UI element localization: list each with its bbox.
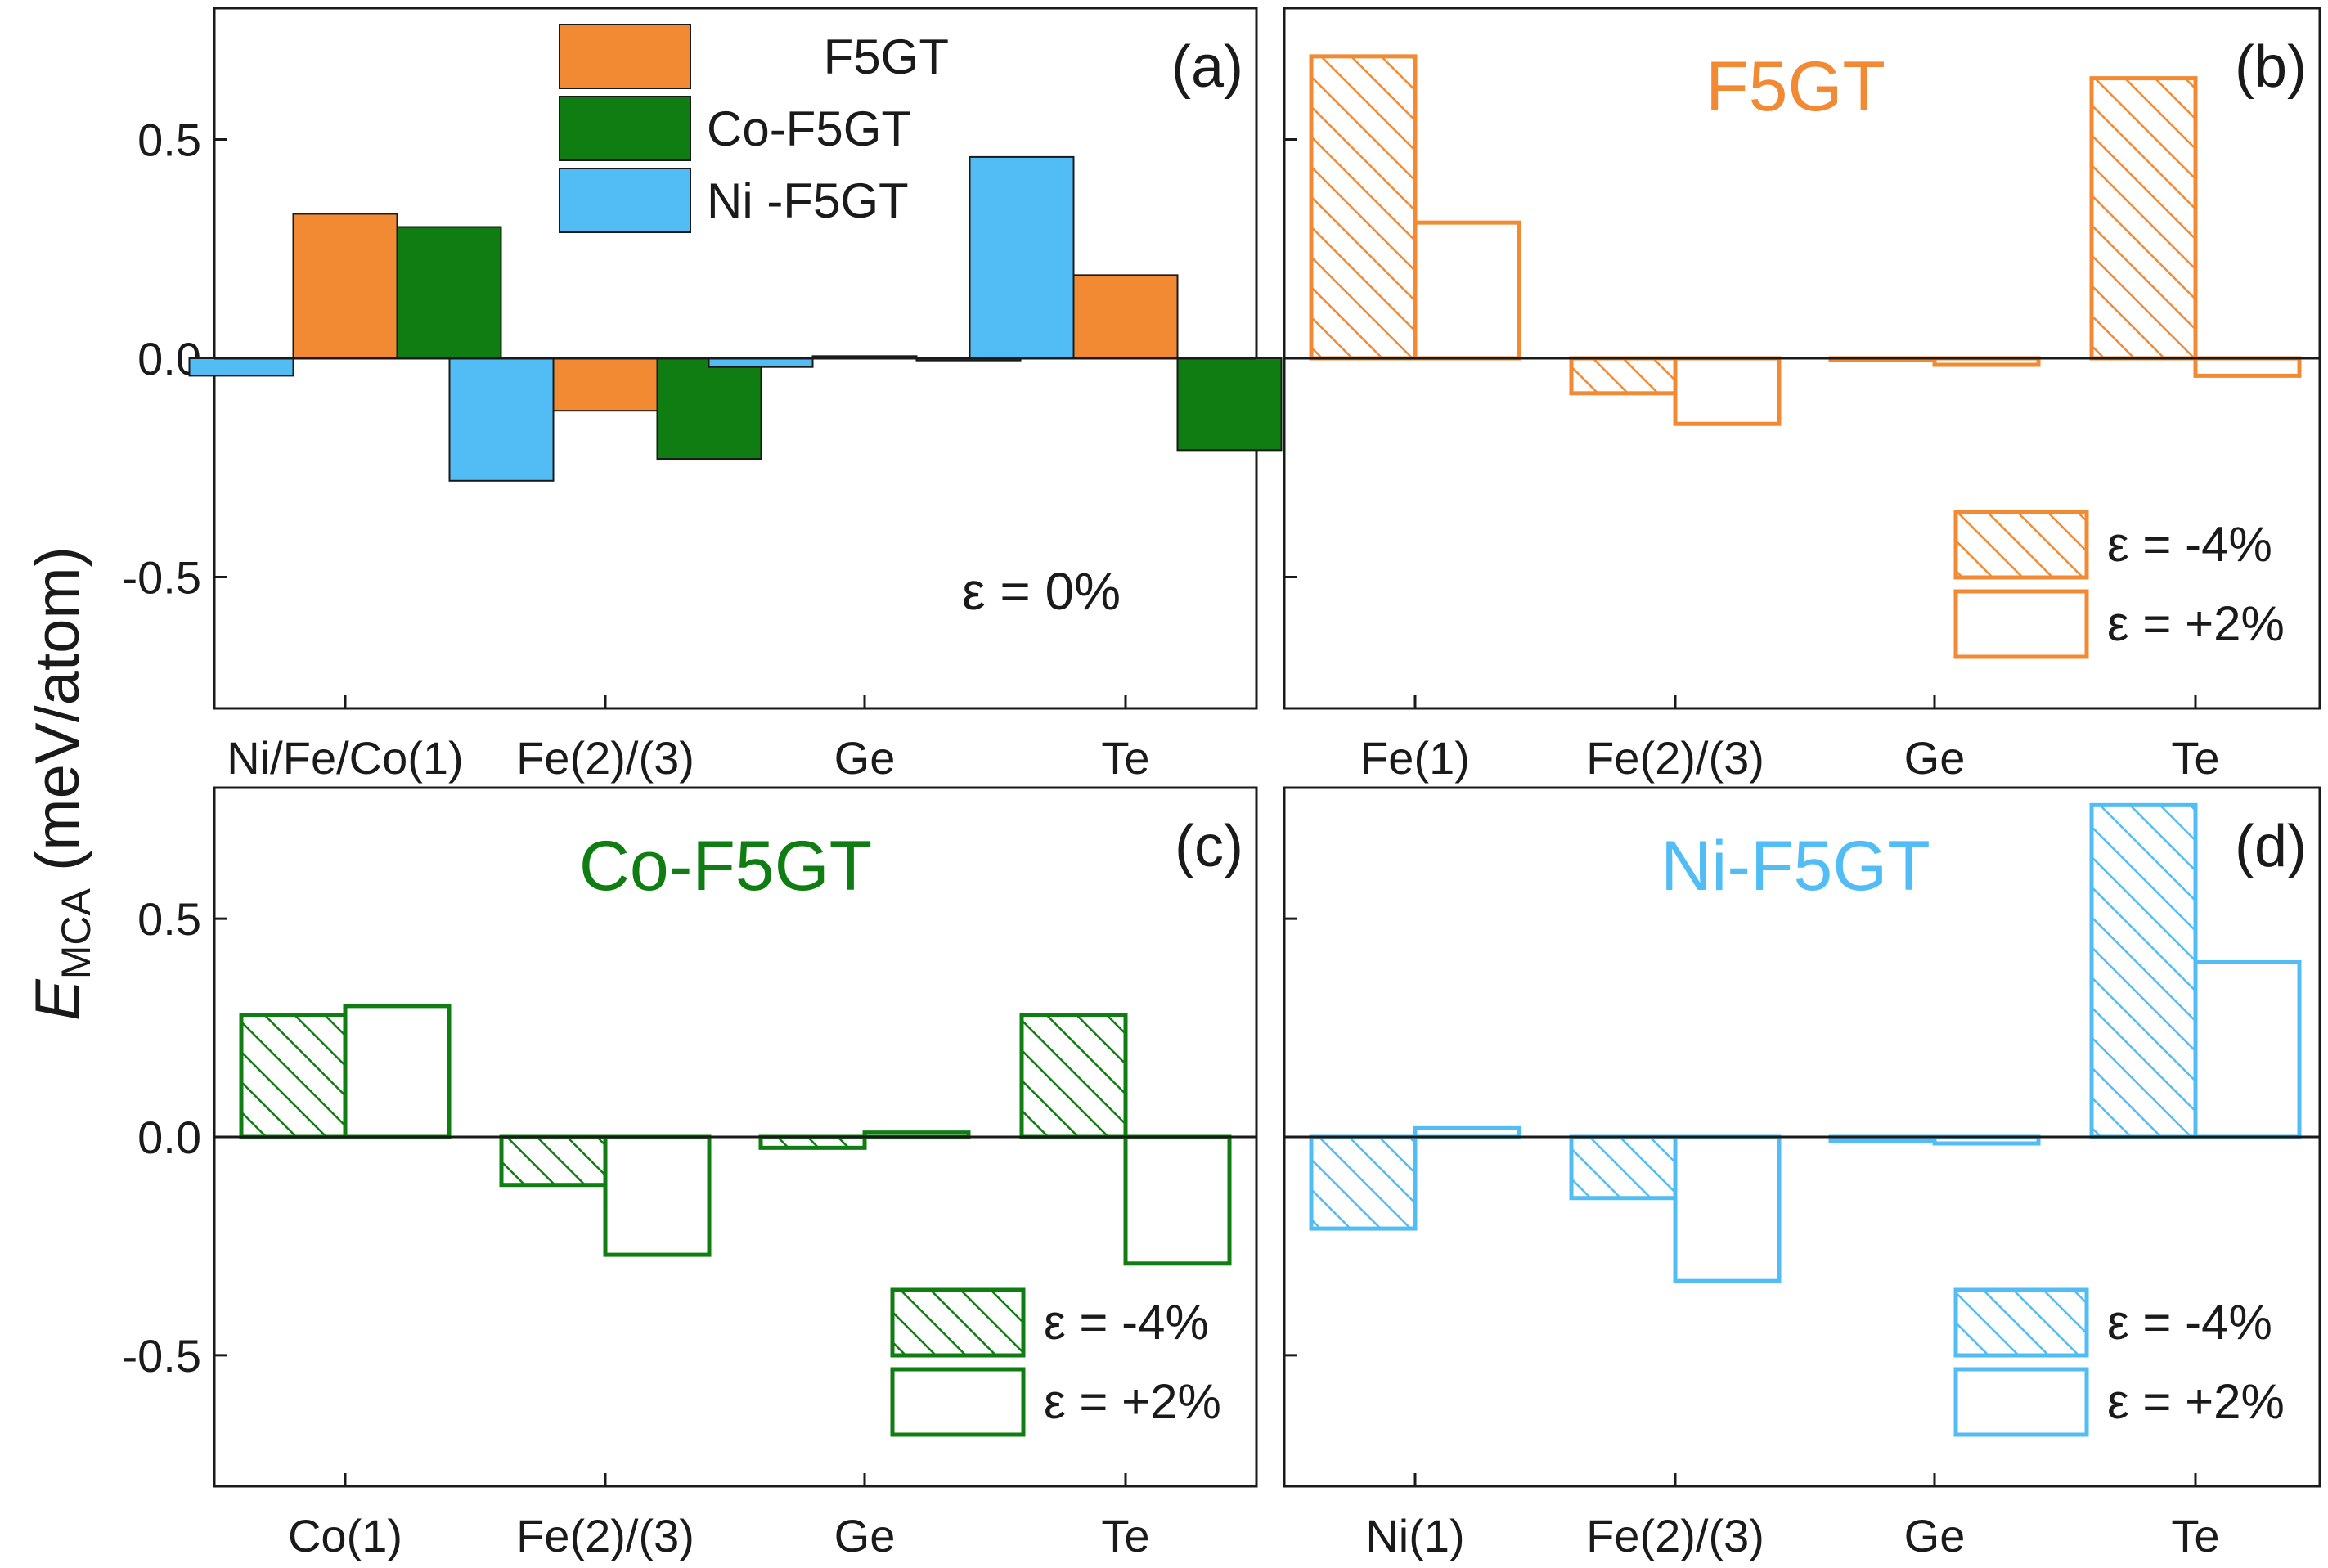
legend-label: ε = -4% [1044, 1295, 1209, 1350]
bar [1673, 1134, 1782, 1283]
legend-swatch-hatched [1953, 1287, 2089, 1358]
legend-swatch-hatched [1953, 510, 2089, 580]
bar [2089, 802, 2198, 1139]
bar [552, 357, 658, 412]
bar [448, 357, 555, 482]
legend-swatch [559, 24, 691, 89]
panel-c: 0.5 0.0 -0.5 Co(1) Fe(2)/(3) Ge Te (c) Co-F5GT ε … [123, 786, 1258, 1561]
panel-a: 0.50.0-0.5Ni/Fe/Co(1) Fe(2)/(3) Ge Te(a)F5G… [123, 7, 1283, 784]
legend-label: ε = +2% [2107, 1374, 2285, 1429]
x-tick-label: Fe(2)/(3) [1586, 732, 1764, 784]
bar [603, 1134, 712, 1257]
y-axis-title-main: E [23, 978, 92, 1021]
y-tick-label: 0.0 [137, 1112, 201, 1163]
legend-label: ε = -4% [2107, 517, 2272, 572]
x-tick-label: Fe(2)/(3) [516, 732, 694, 784]
legend-label: F5GT [824, 29, 949, 84]
bar [292, 213, 398, 360]
panel-label: (a) [1171, 34, 1243, 100]
x-tick-label: Te [1101, 732, 1149, 784]
y-tick-label: -0.5 [123, 552, 202, 604]
bar [1413, 1125, 1521, 1139]
bar [1072, 274, 1179, 360]
x-tick-label: Co(1) [288, 1510, 402, 1561]
bar [758, 1134, 867, 1150]
bar [1123, 1134, 1232, 1266]
bar [343, 1004, 452, 1139]
legend-swatch [559, 96, 691, 161]
bar [1413, 220, 1521, 361]
legend-label: ε = +2% [1044, 1374, 1221, 1429]
legend-label: Ni -F5GT [707, 173, 909, 228]
y-tick-label: -0.5 [123, 1330, 202, 1382]
legend-label: ε = -4% [2107, 1295, 2272, 1350]
bar [2089, 76, 2198, 361]
legend-label: Co-F5GT [707, 101, 911, 156]
x-tick-label: Te [2171, 732, 2219, 784]
x-tick-label: Ni(1) [1365, 1510, 1464, 1561]
panel-title: Co-F5GT [579, 827, 872, 905]
bar [1309, 1134, 1418, 1231]
legend-swatch-open [1953, 1367, 2089, 1437]
panel-d: Ni(1) Fe(2)/(3) Ge Te (d) Ni-F5GT ε = -4% ε = +… [1283, 786, 2321, 1561]
x-tick-label: Fe(2)/(3) [516, 1510, 694, 1561]
bar [239, 1013, 348, 1139]
bar [2193, 356, 2302, 378]
bar [708, 357, 814, 368]
y-axis-title-sub: MCA [53, 887, 99, 979]
panel-label: (b) [2235, 34, 2307, 100]
x-tick-label: Fe(1) [1360, 732, 1470, 784]
x-tick-label: Fe(2)/(3) [1586, 1510, 1764, 1561]
bar [1673, 356, 1782, 426]
y-tick-label: 0.5 [137, 893, 201, 945]
y-axis-title: EMCA (meV/atom) [23, 546, 99, 1021]
y-tick-label: 0.5 [137, 115, 201, 166]
bar [1019, 1013, 1128, 1139]
y-axis-title-units: (meV/atom) [23, 546, 92, 888]
legend-swatch-open [890, 1367, 1026, 1437]
panel-title: F5GT [1706, 47, 1885, 126]
bar [1569, 1134, 1678, 1201]
panel-label: (d) [2235, 814, 2307, 879]
x-tick-label: Te [1101, 1510, 1149, 1561]
legend-swatch [559, 168, 691, 233]
legend-swatch-hatched [890, 1287, 1026, 1358]
bar [656, 357, 762, 461]
legend-swatch-open [1953, 589, 2089, 659]
x-tick-label: Ge [1904, 732, 1966, 784]
bar [499, 1134, 608, 1188]
x-tick-label: Ge [1904, 1510, 1966, 1561]
legend-label: ε = +2% [2107, 596, 2285, 651]
bar [188, 357, 294, 377]
bar [1176, 357, 1283, 452]
bar [969, 155, 1075, 359]
bar [1309, 54, 1418, 361]
panel-b: Fe(1) Fe(2)/(3) Ge Te (b) F5GT ε = -4% ε = +2% [1283, 7, 2321, 784]
x-tick-label: Ni/Fe/Co(1) [227, 732, 463, 784]
bar [396, 226, 502, 359]
x-tick-label: Ge [834, 732, 896, 784]
x-tick-label: Ge [834, 1510, 896, 1561]
strain-annotation: ε = 0% [962, 562, 1121, 621]
bar [2193, 960, 2302, 1139]
bar [1569, 356, 1678, 396]
panel-label: (c) [1175, 814, 1243, 879]
x-tick-label: Te [2171, 1510, 2219, 1561]
panel-title: Ni-F5GT [1661, 827, 1930, 905]
